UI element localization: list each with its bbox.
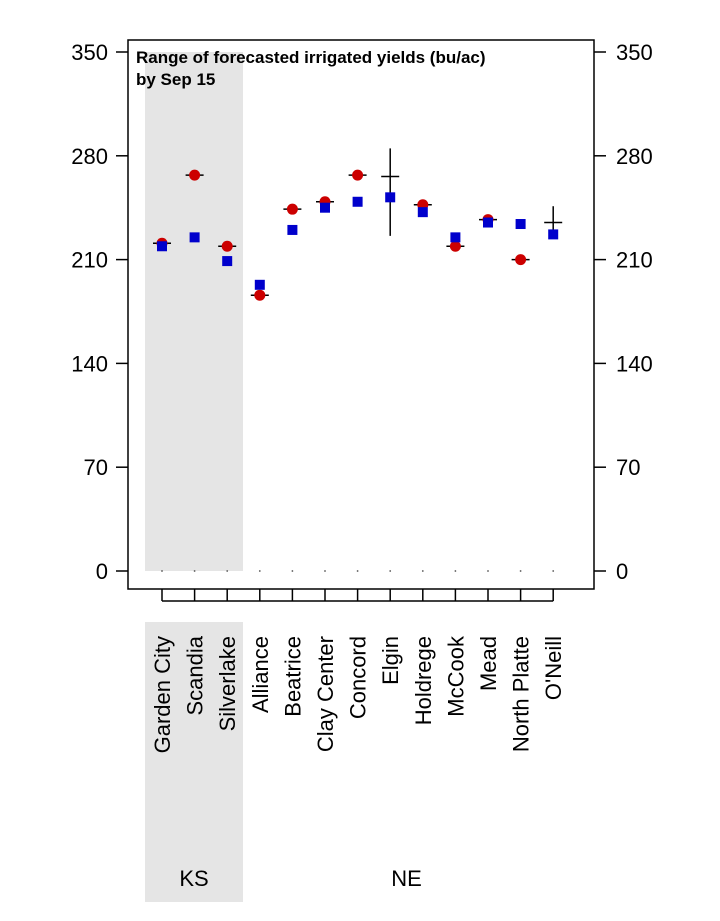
plot-frame [127,39,595,590]
y-axis-left: 0 70 140 210 280 350 [71,40,128,584]
category-label: Holdrege [411,636,436,725]
blue-square-point [352,196,363,207]
blue-square-point [287,224,298,235]
y-tick-label-left: 280 [71,144,108,169]
baseline-dot [193,570,196,572]
y-tick-label-right: 0 [616,559,628,584]
y-tick-label-right: 280 [616,144,653,169]
category-labels: Garden City Scandia Silverlake Alliance Beat… [150,635,566,753]
blue-square-point [417,207,428,218]
group-labels: KS NE [179,866,421,891]
baseline-dot [356,570,359,572]
red-circle-point [515,254,527,266]
data-points [156,169,559,301]
category-label: Silverlake [215,636,240,731]
red-circle-point [352,169,364,181]
blue-square-point [385,192,396,203]
y-tick-label-right: 140 [616,351,653,376]
category-label: Garden City [150,636,175,753]
category-label: North Platte [509,636,534,752]
red-circle-point [449,240,461,252]
y-tick-label-left: 210 [71,248,108,273]
group-label: KS [179,866,208,891]
baseline-dot [258,570,261,572]
baseline-dot [454,570,457,572]
baseline-dot [421,570,424,572]
group-label: NE [391,866,422,891]
y-tick-label-left: 70 [84,455,108,480]
baseline-dot [487,570,489,572]
red-circle-point [221,240,233,252]
y-tick-label-right: 210 [616,248,653,273]
category-label: Beatrice [280,636,305,717]
ks-shade-plot [145,52,243,571]
blue-square-point [189,232,200,243]
red-circle-point [254,289,266,301]
x-axis [161,570,555,602]
chart-title-line-1: Range of forecasted irrigated yields (bu… [136,48,486,67]
baseline-dot [291,570,294,572]
baseline-dot [519,570,522,572]
baseline-dot [389,570,392,572]
category-label: Mead [476,636,501,691]
baseline-dot [552,570,555,572]
category-label: Elgin [378,636,403,685]
y-tick-label-right: 350 [616,40,653,65]
red-circle-point [189,169,201,181]
category-label: Scandia [183,635,208,715]
chart-title-line-2: by Sep 15 [136,70,215,89]
category-label: Alliance [248,636,273,713]
baseline-dot [226,570,229,572]
blue-square-point [450,232,461,243]
red-circle-point [286,203,298,215]
category-label: O'Neill [541,636,566,700]
blue-square-point [483,217,493,228]
y-axis-right: 0 70 140 210 280 350 [594,40,653,584]
category-label: Clay Center [313,636,338,752]
blue-square-point [254,279,265,290]
blue-square-point [222,256,233,267]
category-label: McCook [443,635,468,717]
y-tick-label-right: 70 [616,455,640,480]
y-tick-label-left: 140 [71,351,108,376]
baseline-dot [324,570,326,572]
blue-square-point [320,202,330,213]
y-tick-label-left: 350 [71,40,108,65]
ks-shade-labels [145,622,243,902]
y-tick-label-left: 0 [96,559,108,584]
category-label: Concord [346,636,371,719]
blue-square-point [548,229,559,240]
blue-square-point [515,219,526,230]
blue-square-point [157,241,167,252]
baseline-dot [161,570,163,572]
